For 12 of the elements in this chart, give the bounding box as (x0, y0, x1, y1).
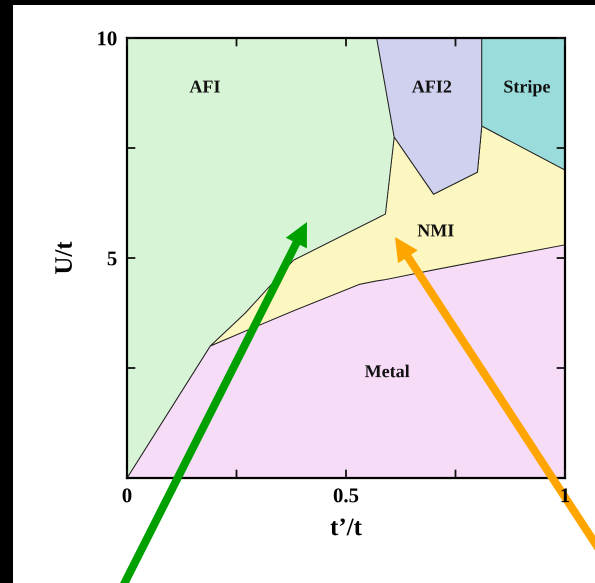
x-tick-label: 0.5 (334, 488, 358, 502)
series-label: Stripe (504, 80, 550, 96)
x-tick-label: 1 (561, 488, 570, 502)
x-tick-label: 0 (122, 488, 132, 502)
y-tick-label: 10 (98, 31, 116, 46)
series-label: AFI (190, 80, 220, 92)
series-label: NMI (418, 224, 454, 236)
series-label: Metal (364, 364, 410, 378)
series-label: AFI2 (412, 80, 452, 92)
y-tick-label: 5 (108, 252, 117, 266)
y-axis-title: U/t (55, 241, 72, 274)
x-axis-title: t’/t (330, 518, 362, 536)
